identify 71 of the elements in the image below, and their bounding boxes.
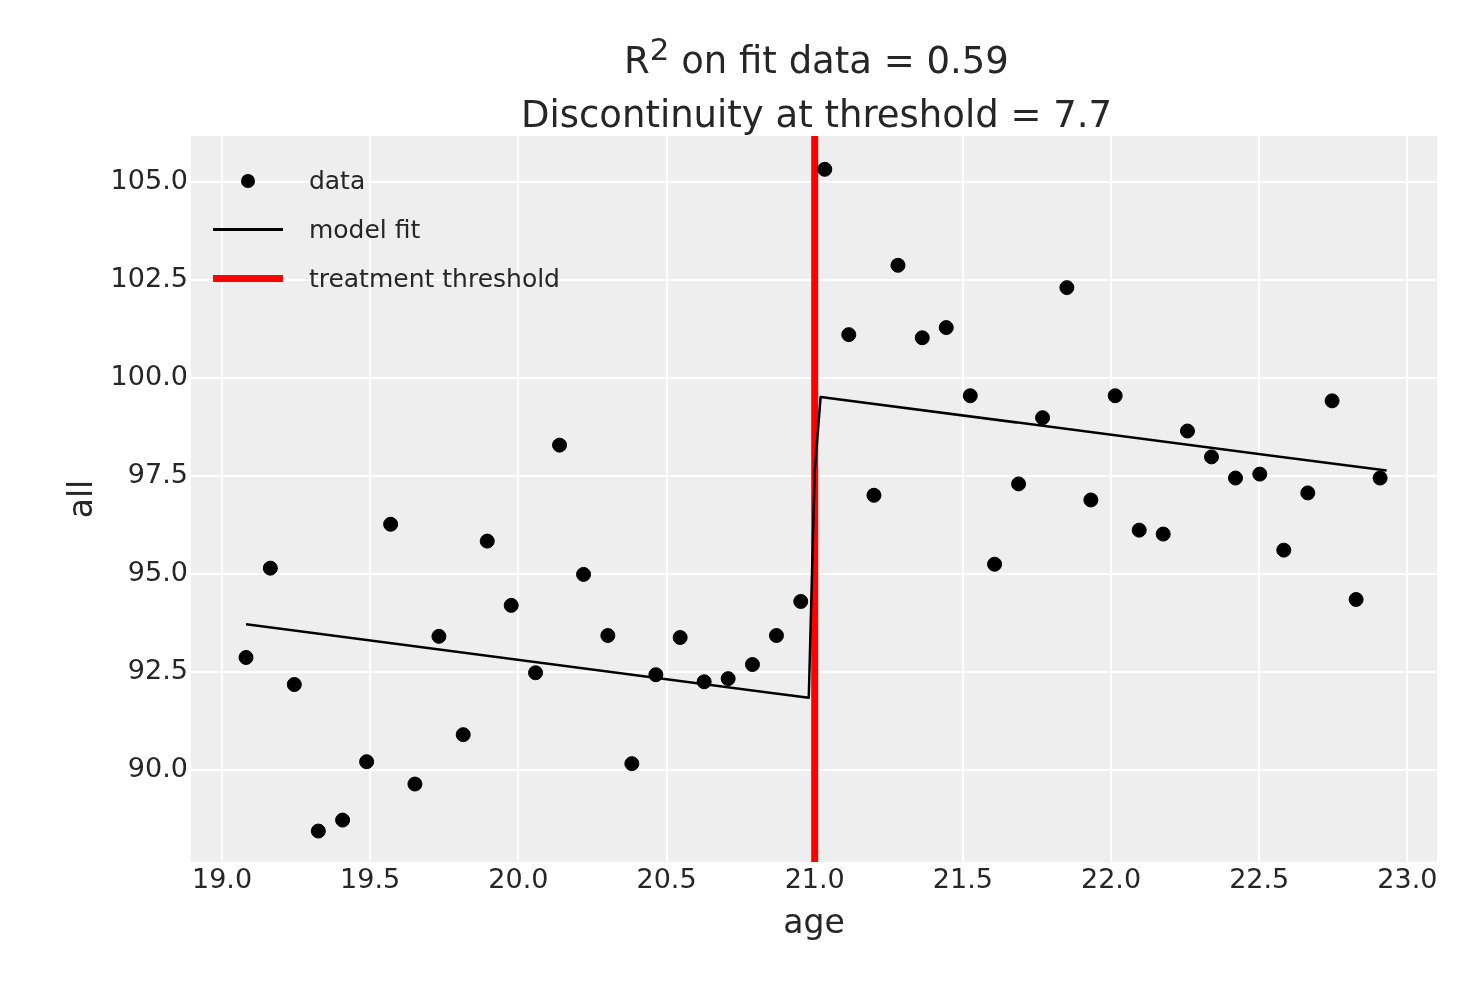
point	[1011, 476, 1027, 492]
point	[528, 665, 544, 681]
point	[286, 677, 302, 693]
y-tick-label: 105.0	[110, 164, 188, 196]
point	[359, 754, 375, 770]
y-axis-title: all	[61, 479, 101, 519]
point	[890, 257, 906, 273]
x-tick-label: 20.5	[636, 863, 697, 895]
point	[383, 516, 399, 532]
x-tick-label: 21.0	[784, 863, 845, 895]
chart-title: R$^{2}$ on fit data = 0.59	[623, 30, 1010, 85]
point	[479, 533, 495, 549]
x-tick-label: 19.5	[340, 863, 401, 895]
point	[431, 628, 447, 644]
x-tick-label: 19.0	[191, 863, 253, 895]
point	[648, 667, 664, 683]
point	[866, 487, 882, 503]
point	[914, 330, 930, 346]
point	[1059, 280, 1075, 296]
point	[1107, 388, 1123, 404]
point	[1227, 470, 1243, 486]
point	[1155, 526, 1171, 542]
x-tick-label: 22.0	[1080, 863, 1142, 895]
point	[1276, 542, 1292, 558]
point	[841, 327, 857, 343]
point	[262, 560, 278, 576]
point	[576, 566, 592, 582]
point	[672, 630, 688, 645]
y-tick-label: 100.0	[110, 360, 188, 392]
point	[1348, 592, 1364, 607]
point	[600, 628, 616, 644]
legend-label: treatment threshold	[308, 263, 560, 295]
point	[1035, 410, 1051, 426]
point	[238, 649, 254, 665]
chart-subtitle: Discontinuity at threshold = 7.7	[519, 92, 1114, 139]
x-tick-label: 21.5	[932, 863, 993, 895]
legend-label: data	[308, 165, 366, 197]
point	[962, 388, 978, 404]
point	[503, 597, 519, 613]
x-axis-title: age	[783, 901, 845, 941]
point	[624, 756, 640, 772]
point	[1372, 470, 1388, 486]
point	[720, 671, 736, 687]
point	[407, 776, 423, 792]
point	[1300, 485, 1316, 501]
point	[1252, 466, 1268, 482]
x-tick-label: 20.0	[488, 863, 549, 895]
point	[310, 823, 326, 839]
y-tick-label: 102.5	[110, 262, 188, 294]
point	[1324, 393, 1340, 409]
point	[938, 320, 954, 336]
point	[696, 674, 712, 690]
point	[744, 657, 760, 673]
point	[987, 556, 1003, 572]
point	[455, 727, 471, 743]
x-tick-label: 23.0	[1377, 863, 1438, 895]
y-tick-label: 92.5	[127, 653, 188, 685]
point	[1179, 423, 1195, 439]
point	[1083, 492, 1099, 508]
y-tick-label: 95.0	[127, 556, 188, 588]
point	[1203, 449, 1219, 465]
point	[768, 628, 784, 644]
point	[552, 437, 568, 453]
point	[335, 812, 351, 828]
y-tick-label: 97.5	[127, 458, 188, 490]
point	[1131, 522, 1147, 538]
x-tick-label: 22.5	[1229, 863, 1290, 895]
y-tick-label: 90.0	[127, 751, 188, 783]
legend-label: model fit	[308, 214, 421, 246]
point	[817, 161, 833, 177]
point	[793, 593, 809, 609]
